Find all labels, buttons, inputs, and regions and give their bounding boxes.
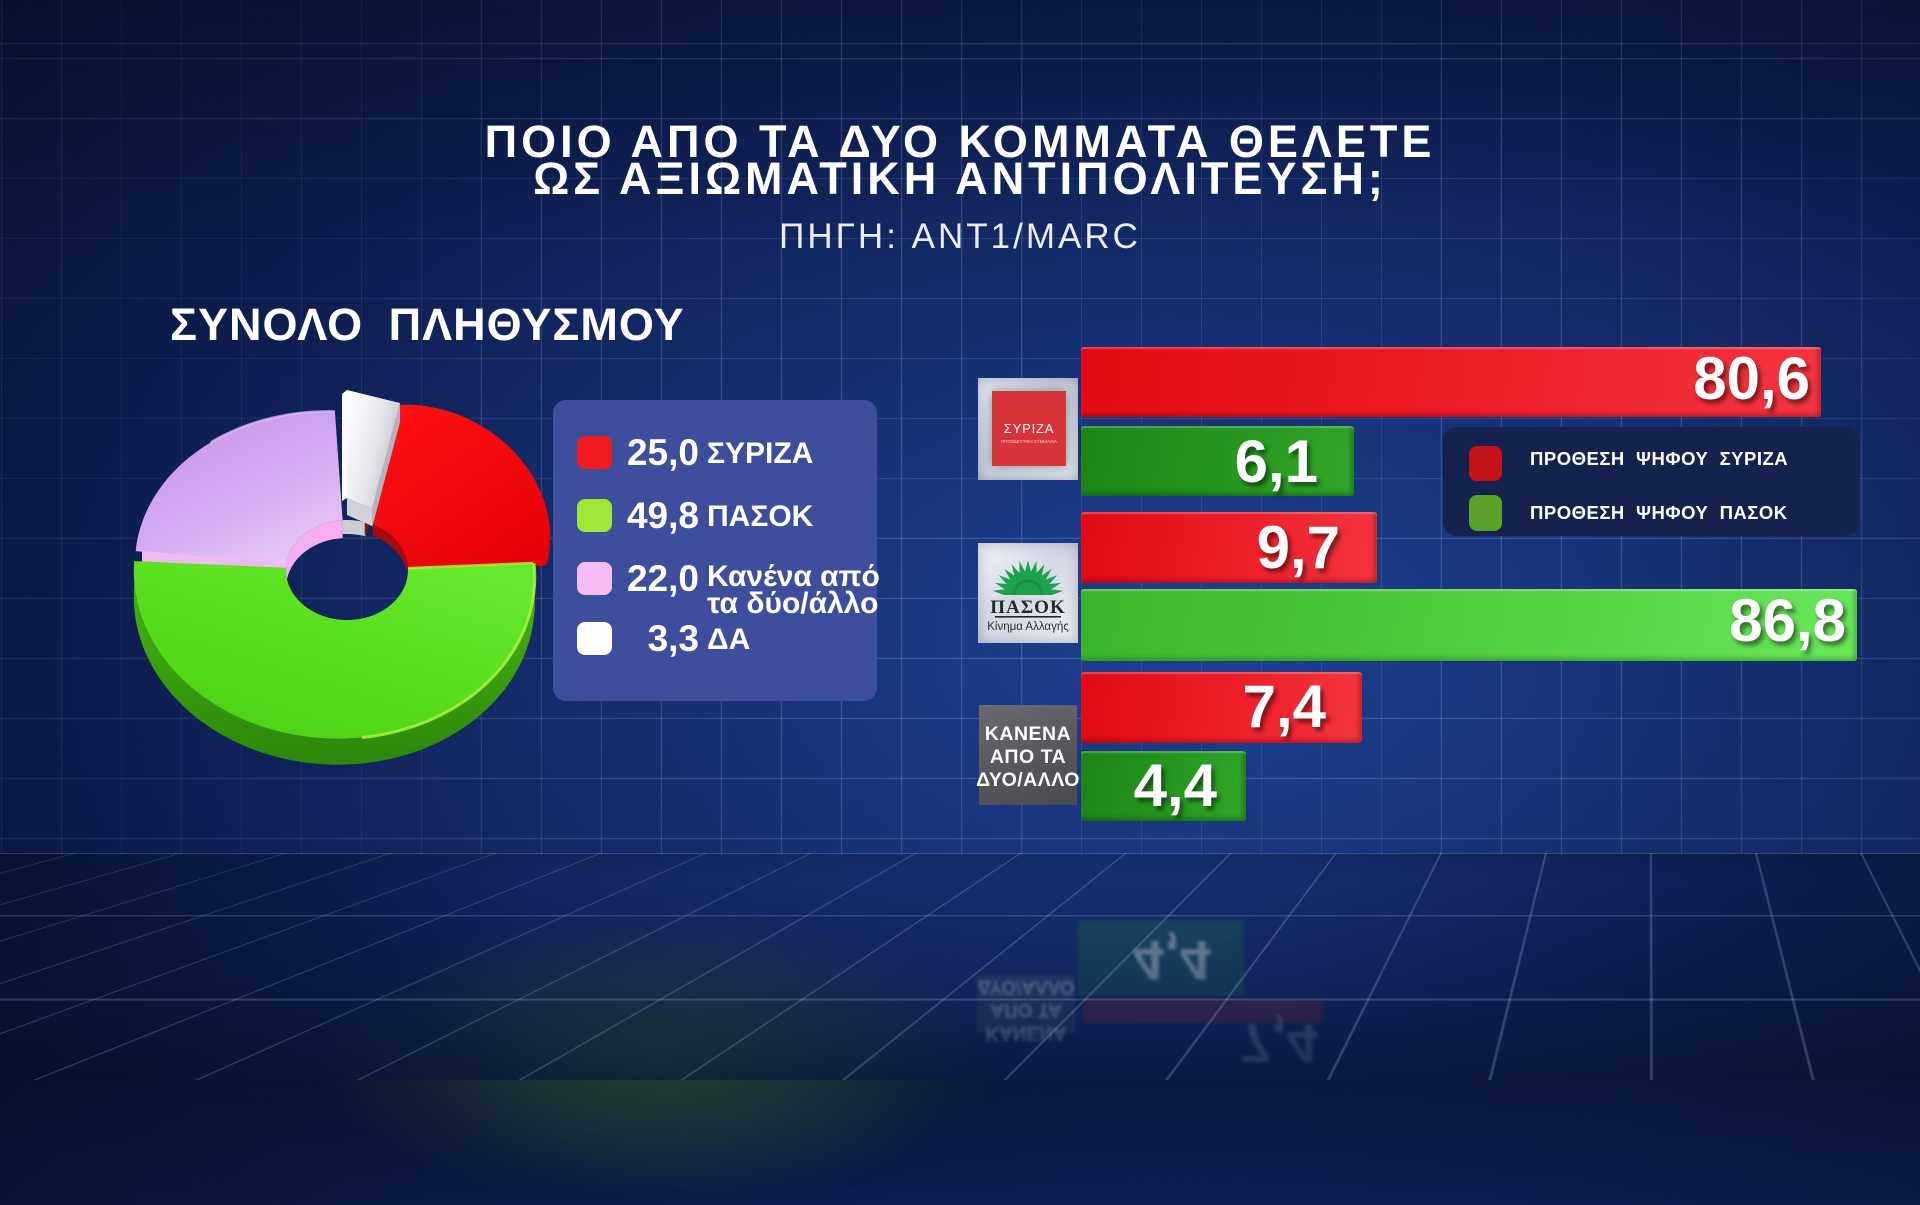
svg-text:Κίνημα Αλλαγής: Κίνημα Αλλαγής [987, 621, 1069, 633]
svg-text:ΠΑΣΟΚ: ΠΑΣΟΚ [990, 597, 1065, 618]
svg-text:ΣΥΡΙΖΑ: ΣΥΡΙΖΑ [1004, 421, 1054, 436]
svg-text:ΠΡΟΟΔΕΥΤΙΚΗ ΣΥΜΜΑΧΙΑ: ΠΡΟΟΔΕΥΤΙΚΗ ΣΥΜΜΑΧΙΑ [1001, 439, 1057, 444]
